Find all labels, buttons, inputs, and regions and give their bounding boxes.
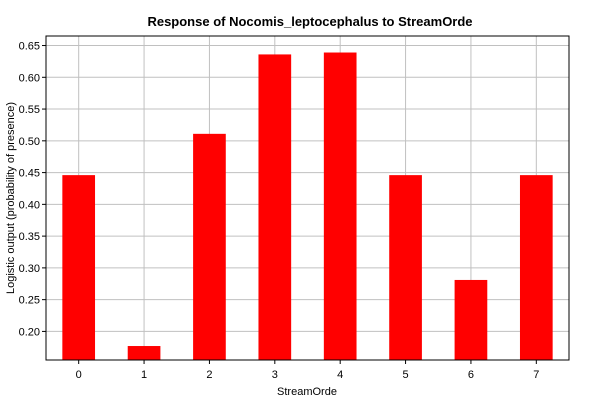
- bar-5: [389, 175, 422, 360]
- y-tick-label: 0.55: [19, 104, 40, 116]
- bar-series: [62, 52, 553, 361]
- y-tick-label: 0.45: [19, 168, 40, 180]
- y-tick-label: 0.20: [19, 326, 40, 338]
- y-tick-label: 0.40: [19, 199, 40, 211]
- bar-4: [323, 52, 357, 361]
- bar-6: [454, 279, 488, 360]
- y-axis-label: Logistic output (probability of presence…: [5, 102, 17, 294]
- bar-1: [127, 346, 161, 360]
- grid-lines: [46, 36, 569, 360]
- chart-title: Response of Nocomis_leptocephalus to Str…: [147, 14, 472, 29]
- x-tick-label: 6: [468, 369, 474, 381]
- x-axis-label: StreamOrde: [277, 386, 337, 398]
- x-tick-label: 5: [403, 369, 409, 381]
- y-tick-label: 0.30: [19, 263, 40, 275]
- bar-0: [62, 175, 96, 360]
- y-tick-label: 0.50: [19, 136, 40, 148]
- x-tick-label: 3: [272, 369, 278, 381]
- plot-frame: [45, 35, 570, 361]
- y-tick-label: 0.25: [19, 295, 40, 307]
- x-tick-label: 2: [206, 369, 212, 381]
- x-tick-label: 0: [76, 369, 82, 381]
- bar-3: [258, 54, 292, 361]
- y-tick-label: 0.65: [19, 41, 40, 53]
- x-tick-label: 4: [337, 369, 343, 381]
- x-axis-ticks: 0 1 2 3 4 5 6 7: [76, 360, 539, 381]
- y-axis-ticks: 0.20 0.25 0.30 0.35 0.40 0.45 0.50 0.55 0.60 0.65: [19, 41, 46, 338]
- bar-7: [519, 175, 553, 360]
- y-tick-label: 0.35: [19, 231, 40, 243]
- y-tick-label: 0.60: [19, 72, 40, 84]
- x-tick-label: 1: [141, 369, 147, 381]
- bar-2: [193, 133, 226, 360]
- x-tick-label: 7: [533, 369, 539, 381]
